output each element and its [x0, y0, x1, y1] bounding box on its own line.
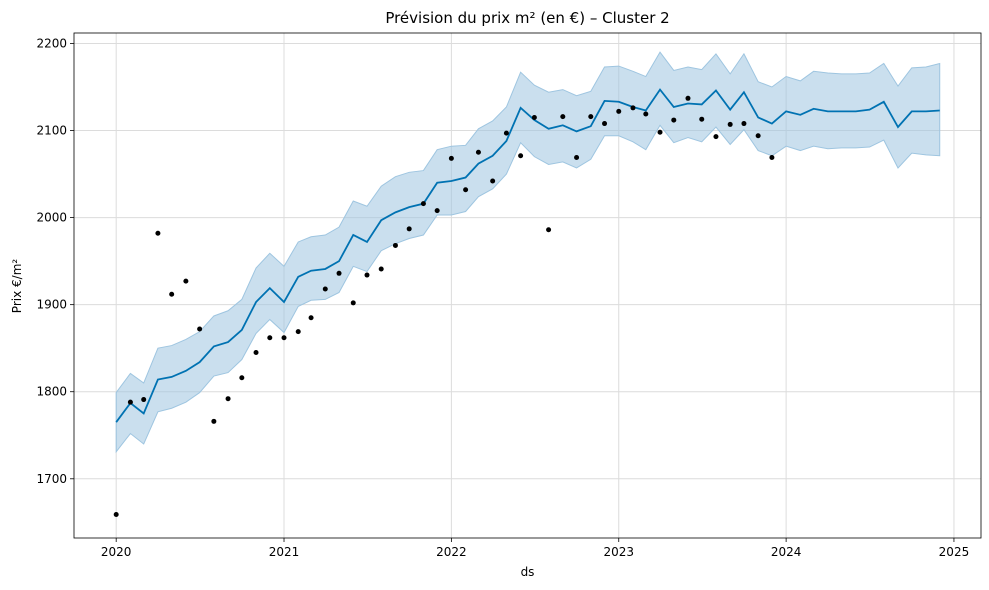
observed-point: [643, 111, 649, 117]
y-tick-label: 1700: [36, 472, 67, 486]
observed-points: [113, 95, 775, 517]
observed-point: [546, 227, 552, 233]
observed-point: [434, 208, 440, 214]
y-tick-label: 1800: [36, 385, 67, 399]
y-axis-ticks: 1700 1800 1900 2000 2100 2200: [36, 36, 74, 486]
observed-point: [169, 291, 175, 297]
observed-point: [490, 178, 496, 184]
x-tick-label: 2025: [939, 545, 970, 559]
observed-point: [713, 134, 719, 140]
observed-point: [392, 242, 398, 248]
observed-point: [308, 315, 314, 321]
observed-point: [127, 399, 133, 405]
observed-point: [602, 121, 608, 127]
confidence-band: [115, 51, 941, 454]
observed-point: [155, 230, 161, 236]
chart-title: Prévision du prix m² (en €) – Cluster 2: [385, 9, 669, 27]
observed-point: [253, 350, 259, 356]
observed-point: [657, 129, 663, 135]
observed-point: [588, 114, 594, 120]
observed-point: [420, 201, 426, 207]
observed-point: [630, 105, 636, 111]
observed-point: [322, 286, 328, 292]
x-tick-label: 2023: [603, 545, 634, 559]
observed-point: [503, 130, 509, 136]
plot-frame: [73, 32, 982, 539]
x-axis-ticks: 2020 2021 2022 2023 2024 2025: [101, 538, 969, 559]
observed-point: [518, 153, 524, 159]
observed-point: [531, 114, 537, 120]
observed-point: [616, 108, 622, 114]
observed-point: [239, 375, 245, 381]
observed-point: [141, 397, 147, 403]
confidence-band-area: [115, 51, 941, 454]
observed-point: [769, 155, 775, 161]
observed-point: [475, 149, 481, 155]
x-tick-label: 2021: [269, 545, 300, 559]
observed-point: [741, 121, 747, 127]
observed-point: [671, 117, 677, 123]
observed-point: [183, 278, 189, 284]
observed-point: [685, 95, 691, 101]
y-axis-label: Prix €/m²: [10, 259, 24, 314]
y-tick-label: 2200: [36, 36, 67, 50]
observed-point: [560, 114, 566, 120]
observed-point: [755, 133, 761, 139]
observed-point: [378, 266, 384, 272]
observed-point: [574, 155, 580, 161]
observed-point: [113, 511, 119, 517]
x-axis-label: ds: [521, 565, 535, 579]
observed-point: [225, 396, 231, 402]
observed-point: [406, 226, 412, 232]
forecast-line: [115, 88, 940, 423]
x-tick-label: 2022: [436, 545, 467, 559]
x-tick-label: 2020: [101, 545, 132, 559]
forecast-series-line: [115, 88, 940, 423]
observed-point: [463, 187, 469, 193]
grid: [74, 33, 981, 538]
observed-point: [336, 270, 342, 276]
observed-point: [350, 300, 356, 306]
y-tick-label: 2100: [36, 124, 67, 138]
observed-point: [364, 272, 370, 278]
observed-point: [295, 329, 301, 335]
observed-point: [281, 335, 287, 341]
observed-point: [197, 326, 203, 332]
observed-point: [267, 335, 273, 341]
y-tick-label: 1900: [36, 298, 67, 312]
x-tick-label: 2024: [771, 545, 802, 559]
observed-point: [699, 116, 705, 122]
observed-point: [211, 418, 217, 424]
observed-point: [448, 155, 454, 161]
y-tick-label: 2000: [36, 211, 67, 225]
observed-point: [727, 121, 733, 127]
